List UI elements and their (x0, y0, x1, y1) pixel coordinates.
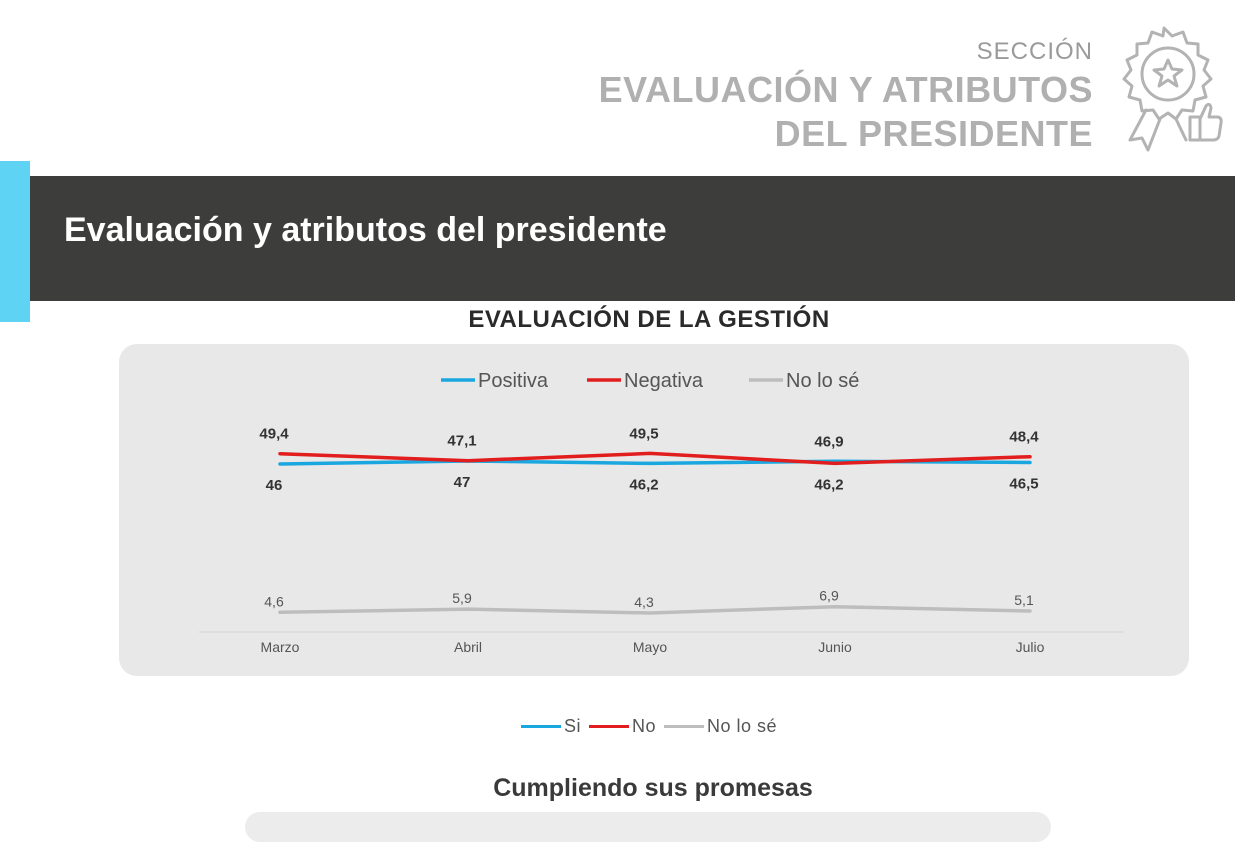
data-label-negativa-0: 49,4 (259, 426, 289, 443)
series-line-1 (278, 451, 1032, 466)
section-title-line1: EVALUACIÓN Y ATRIBUTOS (598, 69, 1093, 110)
legend-item-si: Si (520, 716, 581, 737)
legend-item-no: No (588, 716, 656, 737)
page-title: Evaluación y atributos del presidente (64, 211, 667, 249)
title-band: Evaluación y atributos del presidente (30, 176, 1235, 301)
data-label-positiva-1: 47 (454, 474, 471, 491)
chart-title: EVALUACIÓN DE LA GESTIÓN (468, 306, 830, 333)
data-label-negativa-2: 49,5 (629, 425, 658, 442)
data-label-positiva-0: 46 (266, 477, 283, 494)
legend-item-no-lo-se: No lo sé (663, 716, 778, 737)
data-label-no-lo-se-1: 5,9 (452, 590, 472, 606)
legend-label-2: No lo sé (786, 370, 859, 392)
data-label-positiva-4: 46,5 (1009, 476, 1038, 493)
legend-label-no: No (631, 716, 656, 736)
section-label: SECCIÓN (976, 38, 1093, 65)
series-line-2 (278, 604, 1032, 615)
accent-bar (0, 161, 30, 322)
line-chart: Marzo Abril Mayo Junio Julio 49,4 46 4,6 47,1 47 5… (199, 370, 1124, 655)
award-badge-icon (1122, 26, 1223, 152)
next-chart-title: Cumpliendo sus promesas (493, 774, 813, 802)
x-tick-label-abril: Abril (454, 639, 482, 655)
section-header: SECCIÓN EVALUACIÓN Y ATRIBUTOS DEL PRESI… (599, 38, 1093, 154)
legend-label-0: Positiva (478, 370, 549, 392)
data-label-negativa-4: 48,4 (1009, 429, 1039, 446)
chart-panel: Marzo Abril Mayo Junio Julio 49,4 46 4,6 47,1 47 5… (119, 344, 1189, 676)
data-label-positiva-2: 46,2 (629, 476, 658, 493)
data-label-negativa-1: 47,1 (447, 433, 476, 450)
legend-label-si: Si (563, 716, 581, 736)
next-chart-panel (245, 812, 1051, 842)
x-tick-label-junio: Junio (818, 639, 852, 655)
data-label-no-lo-se-3: 6,9 (819, 588, 839, 604)
x-tick-label-julio: Julio (1016, 639, 1045, 655)
data-label-negativa-3: 46,2 (814, 476, 843, 493)
x-tick-label-mayo: Mayo (633, 639, 667, 655)
data-label-no-lo-se-2: 4,3 (634, 594, 654, 610)
legend-label-no-lo-se: No lo sé (706, 716, 778, 736)
data-label-no-lo-se-4: 5,1 (1014, 592, 1034, 608)
legend-label-1: Negativa (624, 370, 704, 392)
section-title-line2: DEL PRESIDENTE (774, 113, 1093, 154)
secondary-legend: Si No No lo sé (0, 716, 1235, 737)
x-tick-label-marzo: Marzo (261, 639, 300, 655)
data-label-no-lo-se-0: 4,6 (264, 593, 284, 609)
data-label-positiva-3: 46,9 (814, 433, 843, 450)
